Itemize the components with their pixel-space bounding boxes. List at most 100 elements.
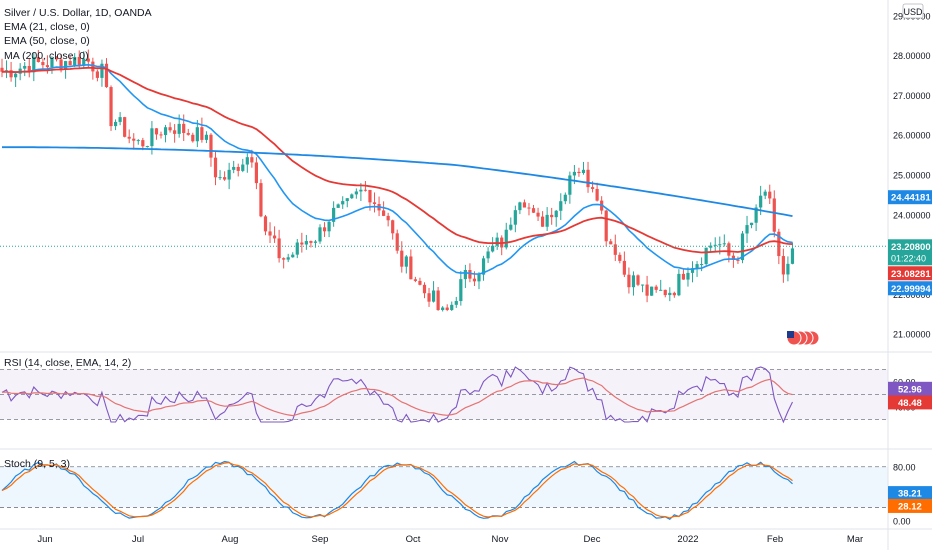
candle-body — [627, 274, 631, 288]
rsi-label: 48.48 — [898, 398, 922, 409]
currency-badge[interactable] — [902, 3, 924, 19]
candle-body — [631, 275, 636, 288]
price-label-bg — [888, 239, 932, 266]
candle-body — [45, 65, 50, 68]
candle-body — [213, 157, 218, 178]
candle-body — [650, 286, 654, 296]
candle-body — [695, 264, 699, 269]
candle-body — [640, 284, 645, 286]
candle-body — [91, 61, 95, 72]
ema50-legend: EMA (50, close, 0) — [4, 35, 90, 47]
candle-body — [436, 290, 440, 311]
time-tick: Jul — [132, 534, 144, 545]
stoch-panel[interactable] — [0, 460, 888, 521]
price-panel[interactable] — [0, 49, 888, 312]
candle-body — [545, 214, 549, 227]
candle-body — [73, 56, 77, 66]
stoch-tick: 80.00 — [893, 462, 916, 472]
candle-body — [745, 225, 749, 234]
candle-body — [677, 273, 681, 296]
candle-body — [672, 292, 676, 296]
candle-body — [86, 58, 90, 62]
candle-body — [159, 134, 163, 136]
candle-body — [568, 175, 572, 195]
candle-body — [577, 171, 581, 174]
candle-body — [431, 290, 436, 302]
candle-body — [400, 250, 404, 267]
candle-body — [636, 275, 640, 285]
candle-body — [463, 270, 467, 280]
price-tick: 21.00000 — [893, 330, 931, 340]
candle-body — [182, 123, 186, 134]
price-tick: 26.00000 — [893, 131, 931, 141]
candle-body — [518, 202, 522, 211]
candle-body — [327, 221, 331, 232]
candle-body — [536, 212, 540, 217]
candle-body — [768, 191, 772, 199]
candle-body — [563, 194, 567, 202]
candle-body — [250, 157, 254, 163]
price-tick: 28.00000 — [893, 51, 931, 61]
candle-body — [223, 177, 227, 180]
candle-body — [150, 128, 154, 147]
time-tick: Dec — [584, 534, 601, 545]
candle-body — [191, 134, 195, 142]
candle-body — [77, 56, 81, 66]
candle-body — [395, 233, 399, 251]
candle-body — [277, 238, 281, 259]
candle-body — [772, 198, 776, 232]
candle-body — [168, 127, 172, 131]
candle-body — [295, 242, 299, 255]
candle-body — [113, 121, 118, 127]
candle-body — [291, 254, 295, 258]
time-tick: Feb — [767, 534, 783, 545]
candle-body — [236, 166, 240, 171]
candle-body — [300, 242, 304, 245]
candle-body — [686, 272, 690, 280]
candle-body — [232, 166, 236, 170]
candle-body — [154, 128, 159, 135]
time-tick: Aug — [222, 534, 239, 545]
candle-body — [495, 237, 499, 246]
candle-body — [14, 73, 18, 78]
rsi-label: 52.96 — [898, 384, 922, 395]
candle-body — [313, 241, 318, 243]
price-label-bg — [888, 281, 932, 296]
ema21-legend: EMA (21, close, 0) — [4, 21, 90, 33]
flag-icon[interactable] — [786, 330, 820, 346]
candle-body — [241, 164, 245, 171]
candle-body — [272, 235, 277, 239]
candle-body — [700, 264, 704, 266]
candle-body — [731, 255, 735, 260]
ma200-line — [2, 146, 793, 217]
rsi-label-bg — [888, 395, 932, 410]
candle-body — [268, 231, 272, 236]
candle-body — [345, 198, 349, 202]
candle-body — [722, 243, 726, 245]
candle-body — [409, 256, 413, 280]
candle-body — [245, 157, 249, 165]
candle-body — [786, 263, 790, 275]
candle-body — [754, 207, 758, 223]
candle-body — [509, 224, 513, 230]
rsi-panel[interactable] — [0, 366, 888, 424]
currency-label: USD — [903, 7, 923, 17]
candle-body — [372, 202, 377, 205]
price-label: 22.99994 — [891, 284, 931, 295]
candle-body — [550, 214, 554, 218]
candle-body — [36, 57, 40, 63]
candle-body — [777, 231, 781, 257]
stoch-label: 28.12 — [898, 501, 922, 512]
candle-body — [109, 87, 113, 127]
candle-body — [263, 216, 268, 232]
time-tick: 2022 — [677, 534, 698, 545]
candle-body — [68, 61, 72, 66]
candle-body — [554, 210, 558, 218]
candle-body — [282, 258, 286, 260]
candle-body — [613, 244, 617, 255]
candle-body — [332, 207, 336, 222]
candle-body — [127, 136, 131, 139]
candle-body — [32, 57, 36, 73]
price-tick: 24.00000 — [893, 210, 931, 220]
candle-body — [572, 171, 576, 176]
